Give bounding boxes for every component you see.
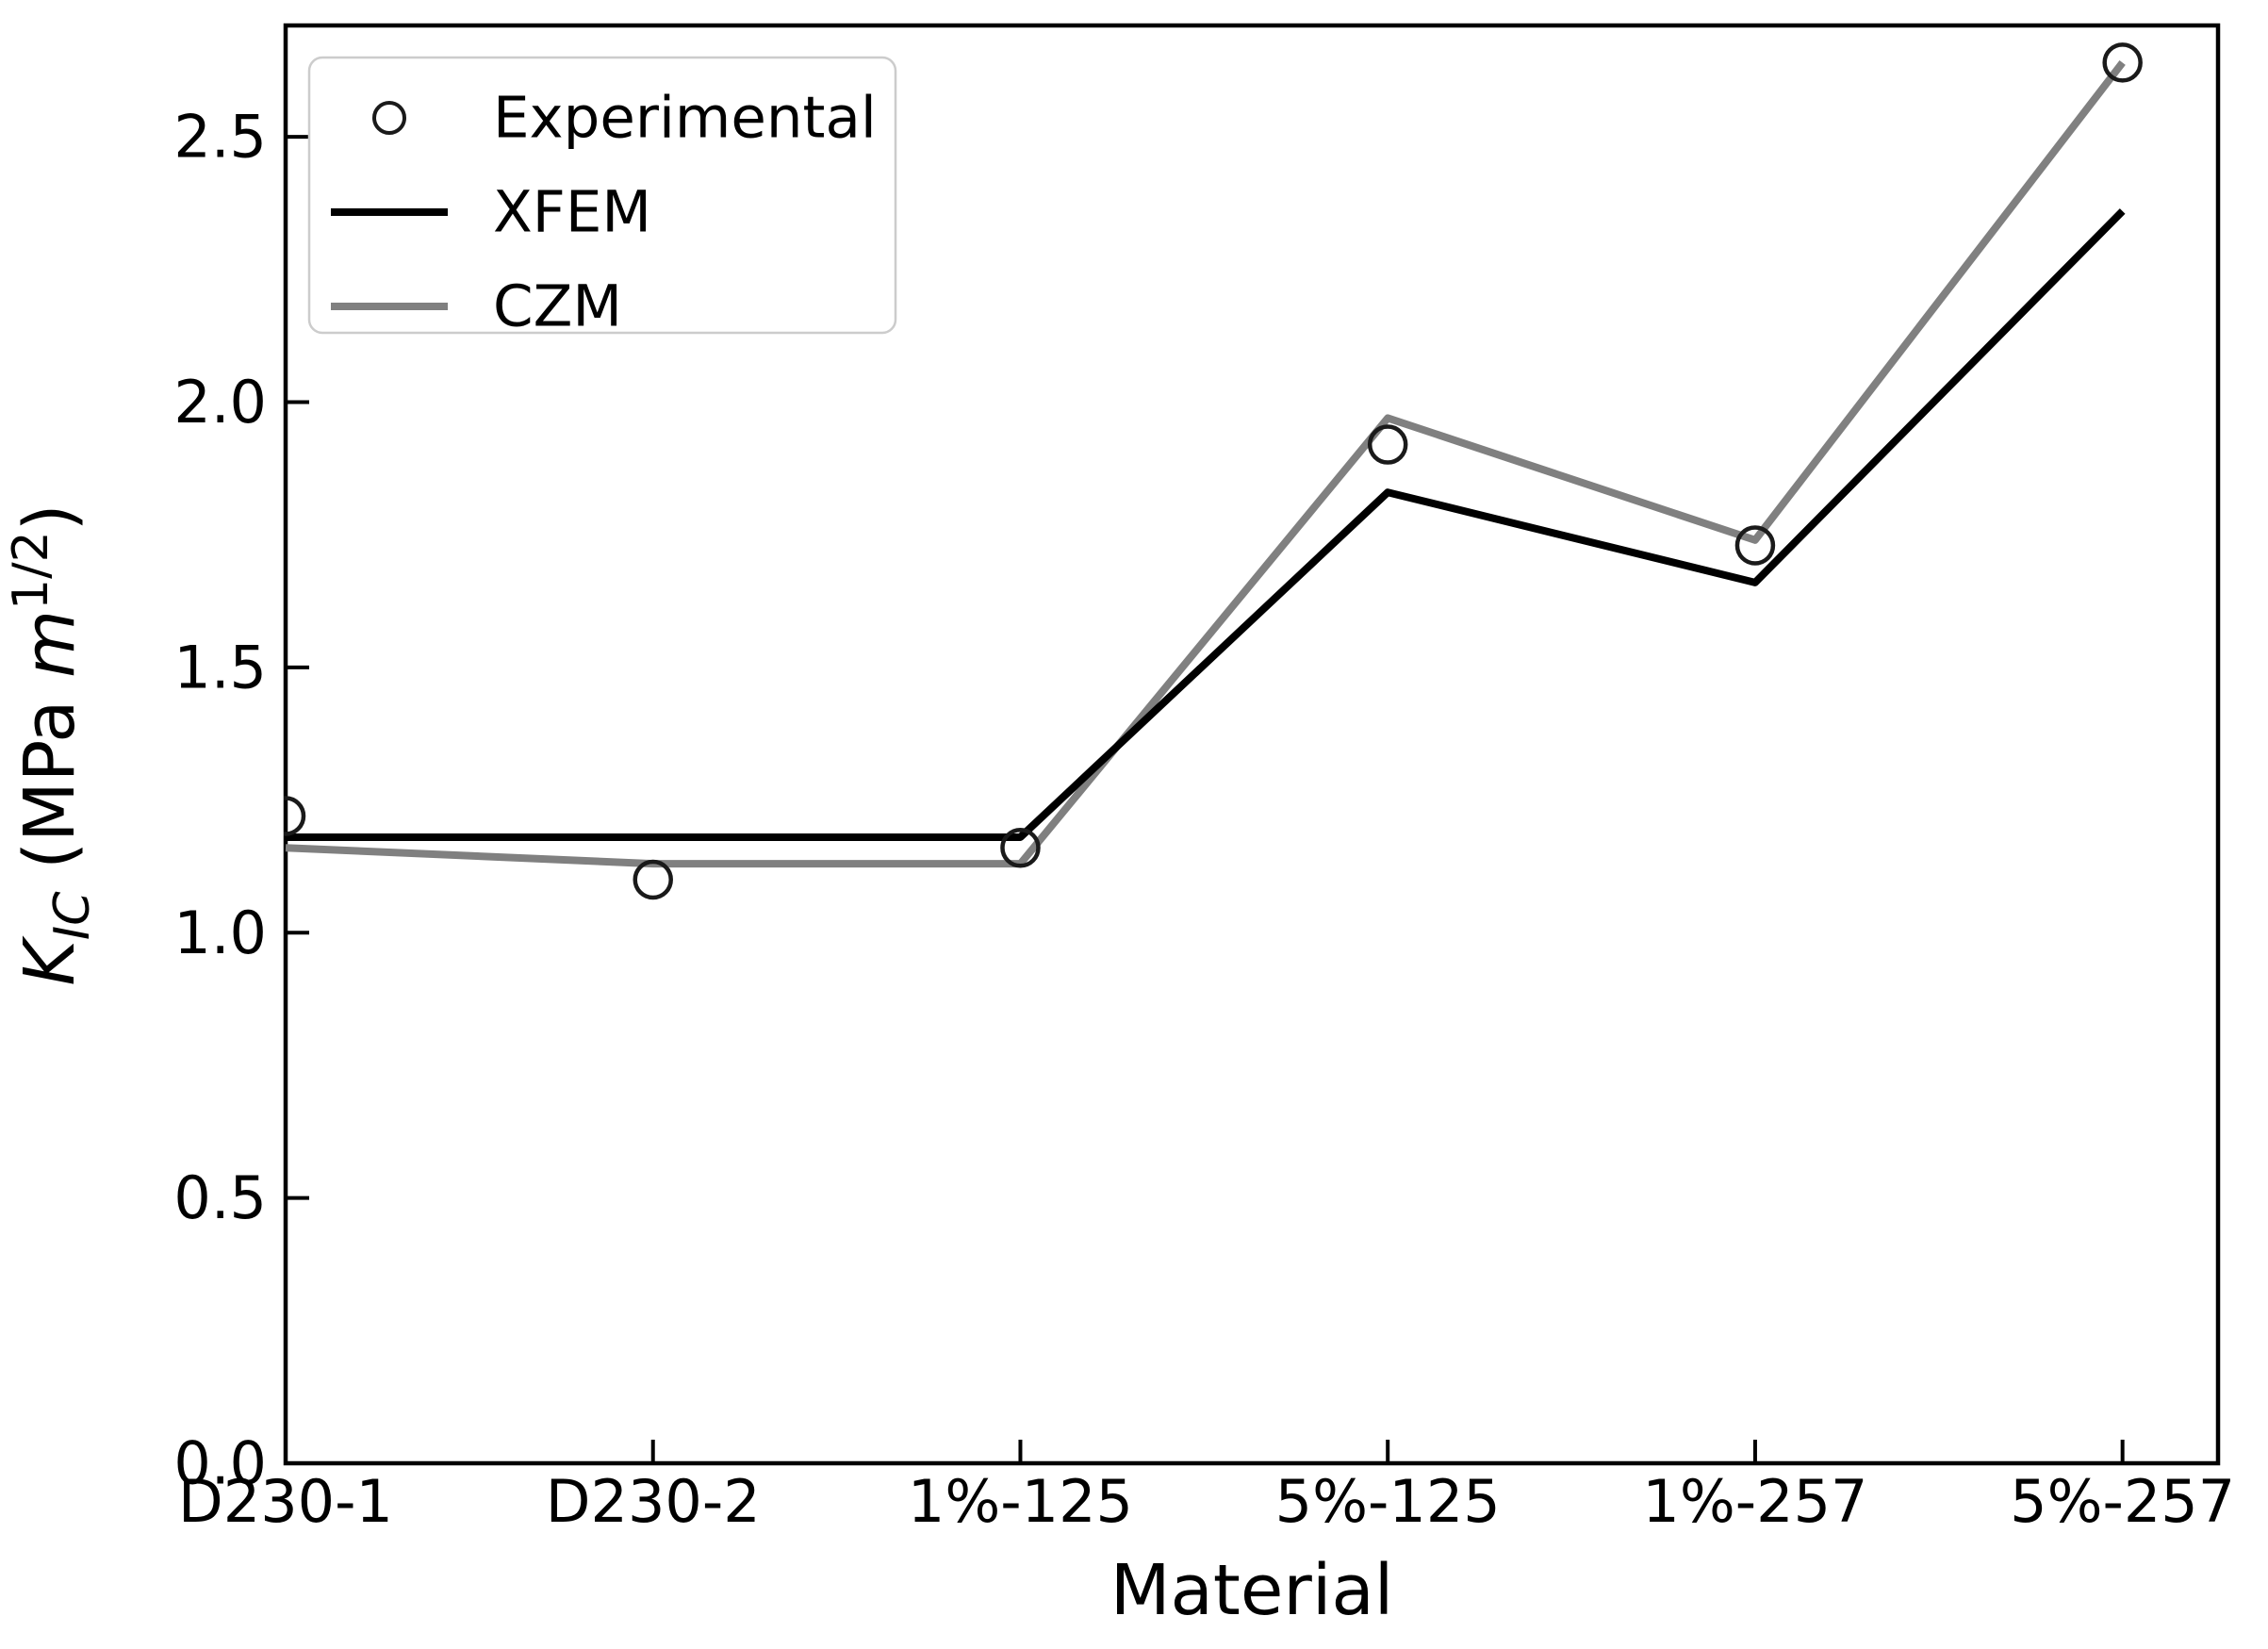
legend-box <box>307 56 897 335</box>
y-title-end: ) <box>9 503 90 531</box>
legend: Experimental XFEM CZM <box>307 56 897 340</box>
y-title-K: K <box>9 935 90 986</box>
y-axis-title: KIC (MPa m1/2) <box>3 503 101 985</box>
y-tick-label: 0.5 <box>173 1163 267 1232</box>
legend-marker-experimental <box>372 101 406 135</box>
y-tick-label: 0.0 <box>173 1429 267 1498</box>
y-tick-label: 2.0 <box>173 368 267 437</box>
y-title-mid: (MPa <box>9 678 90 891</box>
y-title-sub: IC <box>44 891 101 940</box>
series-group <box>284 42 2143 900</box>
y-title-sup: 1/2 <box>3 531 59 610</box>
x-tick-label: 1%-257 <box>1642 1467 1867 1536</box>
legend-label-czm: CZM <box>493 273 622 340</box>
y-tick-label: 1.5 <box>173 633 267 701</box>
series-line-czm <box>285 59 2126 868</box>
series-layer <box>284 42 2143 900</box>
x-axis-title: Material <box>1110 1550 1394 1631</box>
legend-label-experimental: Experimental <box>493 85 877 152</box>
data-point-experimental <box>1367 424 1408 465</box>
x-tick-label: 5%-257 <box>2010 1467 2235 1536</box>
series-line-xfem <box>286 208 2126 841</box>
data-point-experimental <box>1734 525 1776 566</box>
legend-label-xfem: XFEM <box>493 179 651 246</box>
data-point-experimental <box>633 859 673 900</box>
plot-border <box>283 23 2221 1466</box>
data-point-experimental <box>2102 42 2143 83</box>
x-tick-label: 5%-125 <box>1275 1467 1501 1536</box>
data-point-experimental <box>1000 827 1041 868</box>
data-point-experimental <box>284 796 306 836</box>
y-title-m: m <box>9 610 90 678</box>
x-tick-label: 1%-125 <box>908 1467 1133 1536</box>
tick-label-layer: 0.0 0.5 1.0 1.5 2.0 2.5 D230-1 D230-2 1%-125 5%-1… <box>173 103 2235 1536</box>
y-tick-label: 1.0 <box>173 899 267 967</box>
x-tick-label: D230-2 <box>546 1467 761 1536</box>
x-tick-label: D230-1 <box>178 1467 393 1536</box>
axes-layer <box>283 23 2221 1466</box>
y-tick-label: 2.5 <box>173 103 267 172</box>
